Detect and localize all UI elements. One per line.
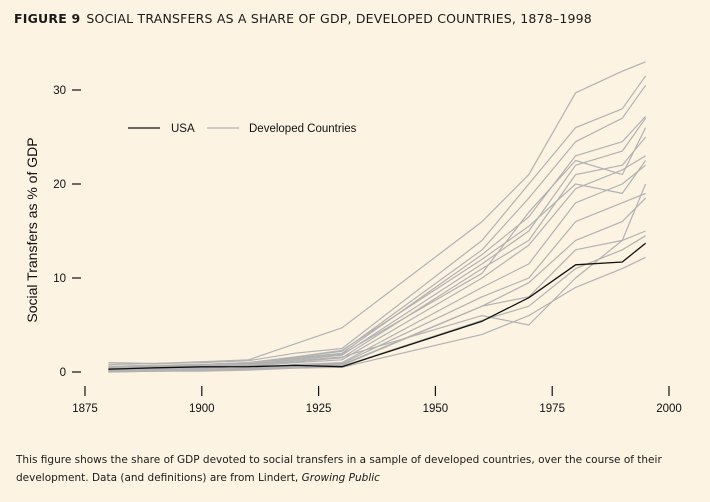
x-tick-label-1950: 1950 (423, 403, 449, 415)
x-tick-label-1975: 1975 (539, 403, 565, 415)
y-tick-label-30: 30 (53, 85, 66, 97)
figure-caption: This figure shows the share of GDP devot… (16, 451, 696, 487)
line-chart: Social Transfers as % of GDP 0 10 20 30 187… (24, 61, 682, 415)
legend-usa-label: USA (171, 123, 195, 135)
developed-country-line-5 (108, 117, 647, 369)
figure-label: FIGURE 9 (14, 11, 81, 26)
x-tick-label-1875: 1875 (72, 403, 98, 415)
y-tick-label-10: 10 (53, 273, 66, 285)
developed-country-line-14 (108, 160, 647, 367)
figure-title: SOCIAL TRANSFERS AS A SHARE OF GDP, DEVE… (86, 11, 592, 26)
developed-country-line-1 (108, 61, 646, 365)
developed-country-line-8 (108, 164, 646, 372)
x-tick-label-1900: 1900 (189, 403, 215, 415)
x-axis: 1875 1900 1925 1950 1975 2000 (72, 386, 682, 415)
x-tick-label-2000: 2000 (656, 403, 682, 415)
developed-country-line-2 (108, 75, 647, 366)
y-axis: 0 10 20 30 (53, 85, 81, 379)
caption-text: This figure shows the share of GDP devot… (16, 454, 662, 484)
usa-series-group (108, 242, 647, 370)
developed-country-line-10 (108, 197, 647, 373)
figure-header: FIGURE 9 SOCIAL TRANSFERS AS A SHARE OF G… (14, 11, 592, 26)
caption-source-title: Growing Public (301, 472, 380, 484)
legend: USA Developed Countries (128, 123, 357, 135)
legend-developed-label: Developed Countries (249, 123, 357, 135)
y-tick-label-0: 0 (60, 367, 66, 379)
developed-country-line-7 (108, 155, 646, 371)
y-axis-label: Social Transfers as % of GDP (24, 137, 40, 322)
y-tick-label-20: 20 (53, 179, 66, 191)
developed-countries-series-group (108, 61, 647, 373)
x-tick-label-1925: 1925 (306, 403, 332, 415)
usa-series-line (108, 242, 647, 370)
developed-country-line-11 (108, 230, 646, 371)
